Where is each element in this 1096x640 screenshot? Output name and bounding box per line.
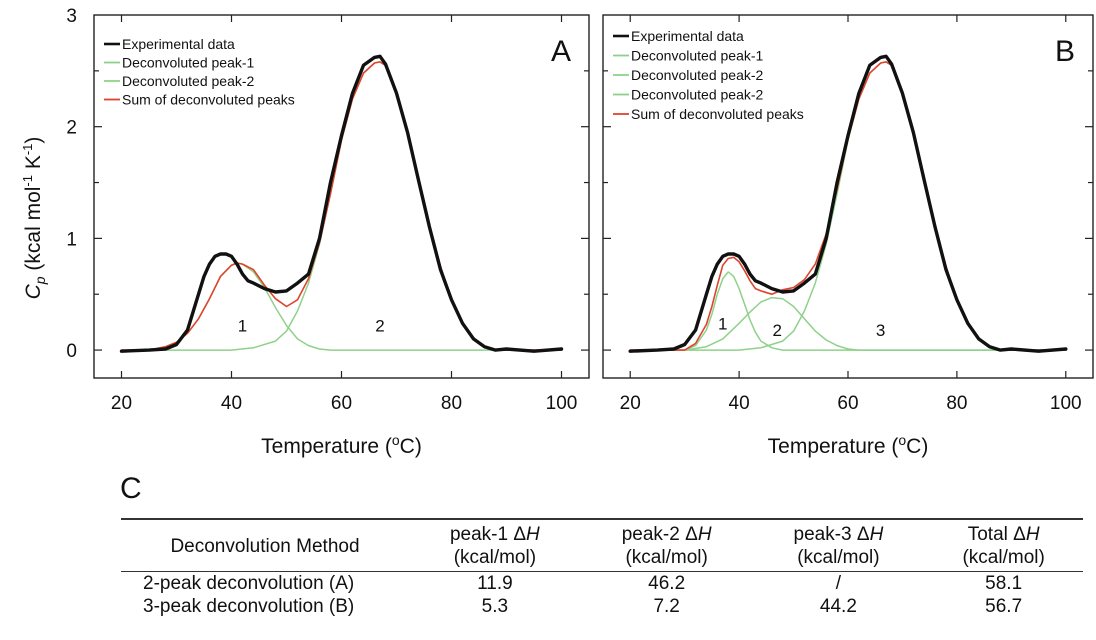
series-deconvoluted-peak-2 [629,296,1067,351]
legend-label: Deconvoluted peak-2 [631,87,764,103]
peak-label: 2 [375,317,384,336]
header-peak-3: peak-3 ΔH (kcal/mol) [753,519,925,572]
x-tick-label: 100 [1050,393,1082,414]
deconvolution-summary-table: Deconvolution Method peak-1 ΔH (kcal/mol… [121,518,1083,618]
panel-a-chart: 20 40 60 80 100 0 1 2 3 Temperature (oC) Experimen… [66,6,590,458]
x-tick-label: 60 [837,393,858,414]
peak-label: 1 [718,314,727,333]
table-row: 3-peak deconvolution (B) 5.3 7.2 44.2 56… [121,595,1083,618]
legend-label: Deconvoluted peak-2 [122,73,255,89]
x-tick-label: 20 [111,393,132,414]
header-total-label: Total [967,524,1014,545]
x-axis-title: Temperature (oC) [768,432,929,458]
y-tick-label: 0 [66,341,77,362]
header-peak-2: peak-2 ΔH (kcal/mol) [581,519,753,572]
header-peak-2-label: peak-2 [621,524,686,545]
row-peak-1: 11.9 [477,573,513,594]
x-tick-label: 80 [946,393,967,414]
row-method: 3-peak deconvolution (B) [143,596,355,617]
row-peak-3: / [835,573,842,594]
legend-label: Sum of deconvoluted peaks [122,92,295,108]
y-tick-label: 2 [66,118,77,139]
legend-label: Deconvoluted peak-2 [631,67,764,83]
header-peak-2-symbol: H [697,524,712,545]
row-total: 56.7 [985,596,1023,617]
x-axis-title: Temperature (oC) [261,432,422,458]
table-header-row: Deconvolution Method peak-1 ΔH (kcal/mol… [121,519,1083,572]
x-tick-label: 40 [221,393,242,414]
row-peak-2: 7.2 [653,596,680,617]
legend-label: Sum of deconvoluted peaks [631,106,804,122]
panel-c-letter: C [120,472,142,505]
x-tick-label: 20 [620,393,641,414]
legend-label: Experimental data [122,36,235,52]
peak-label: 2 [772,321,781,340]
peak-label: 1 [238,317,247,336]
header-peak-3-units: (kcal/mol) [797,547,880,568]
y-tick-label: 3 [66,6,77,27]
header-peak-3-symbol: H [869,524,884,545]
series-deconvoluted-peak-1 [629,271,1067,351]
series-experimental-data [628,54,1068,353]
header-total-units: (kcal/mol) [962,547,1045,568]
legend-label: Experimental data [631,28,744,44]
header-peak-1: peak-1 ΔH (kcal/mol) [409,519,581,572]
header-peak-2-units: (kcal/mol) [625,547,708,568]
header-method: Deconvolution Method [170,535,360,557]
row-peak-1: 5.3 [481,596,509,617]
panel-b-chart: 20 40 60 80 100 Temperature (oC) Experimental … [602,14,1094,458]
x-tick-label: 40 [729,393,750,414]
row-peak-2: 46.2 [648,573,686,594]
legend-label: Deconvoluted peak-1 [631,48,764,64]
legend-label: Deconvoluted peak-1 [122,55,255,71]
series-experimental-data [119,54,564,353]
x-tick-label: 100 [546,393,578,414]
peak-label: 3 [876,321,885,340]
panel-letter: B [1055,35,1075,68]
x-tick-label: 60 [331,393,352,414]
x-tick-label: 80 [441,393,462,414]
dsc-figure: Cp (kcal mol-1 K-1) 20 40 60 80 100 0 1 2 3 Tempe… [20,6,1094,458]
row-total: 58.1 [985,573,1023,594]
header-peak-1-units: (kcal/mol) [453,547,537,568]
row-method: 2-peak deconvolution (A) [143,573,355,594]
y-tick-label: 1 [66,229,77,250]
row-peak-3: 44.2 [819,596,857,617]
y-axis-title: Cp (kcal mol-1 K-1) [20,137,48,300]
header-total: Total ΔH (kcal/mol) [924,519,1083,572]
series-deconvoluted-peak-1 [120,262,563,351]
header-peak-1-symbol: H [526,524,540,545]
header-peak-3-label: peak-3 [793,524,857,545]
header-total-symbol: H [1025,524,1040,545]
table-row: 2-peak deconvolution (A) 11.9 46.2 / 58.… [121,572,1083,596]
panel-letter: A [551,35,571,68]
header-peak-1-label: peak-1 [449,524,514,545]
